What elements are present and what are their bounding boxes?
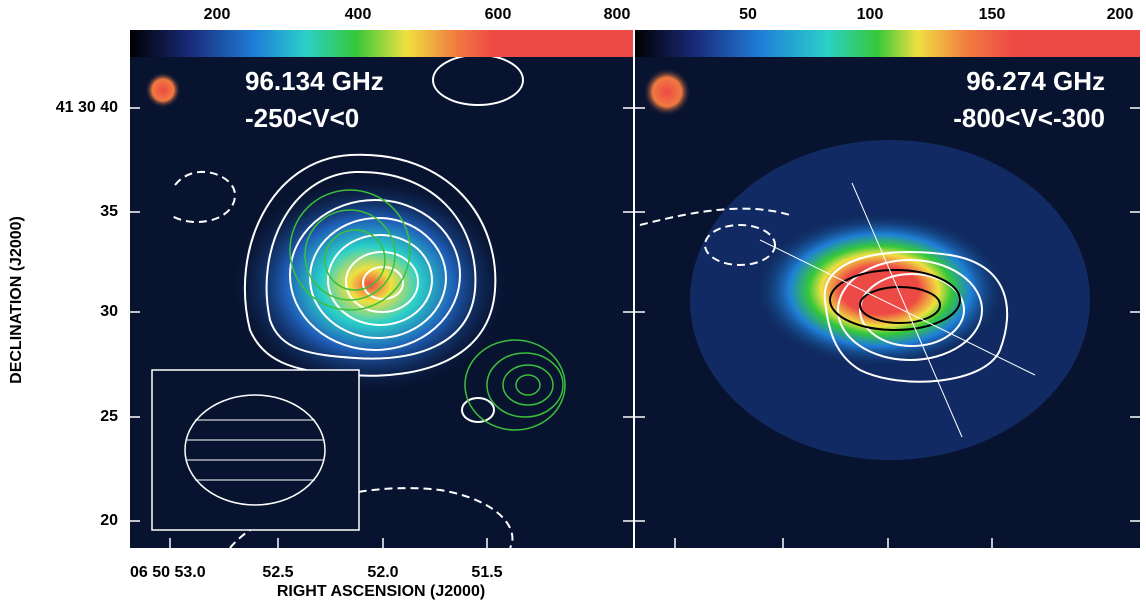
x-tick-label: 52.5 <box>262 564 293 581</box>
velocity-label: -800<V<-300 <box>953 103 1105 133</box>
colorbar-tick-label: 800 <box>604 6 631 23</box>
colorbar-tick-label: 50 <box>739 6 757 23</box>
y-tick-label: 30 <box>100 303 118 320</box>
x-tick-label: 51.5 <box>471 564 502 581</box>
left-image <box>130 57 633 548</box>
colorbar-tick-label: 400 <box>345 6 372 23</box>
line-label: 96.274 GHz <box>966 66 1105 96</box>
y-axis-title: DECLINATION (J2000) <box>8 216 25 384</box>
colorbar-tick-label: 100 <box>857 6 884 23</box>
y-tick-label: 20 <box>100 512 118 529</box>
line-label: 96.134 GHz <box>245 66 384 96</box>
velocity-label: -250<V<0 <box>245 103 359 133</box>
colorbar <box>635 30 1140 57</box>
colorbar <box>130 30 633 57</box>
y-tick-label: 25 <box>100 408 118 425</box>
colorbar-tick-label: 600 <box>485 6 512 23</box>
colorbar-tick-label: 200 <box>1107 6 1134 23</box>
colorbar-tick-label: 150 <box>979 6 1006 23</box>
x-tick-label: 52.0 <box>367 564 398 581</box>
x-tick-label: 06 50 53.0 <box>130 564 206 581</box>
x-axis-title: RIGHT ASCENSION (J2000) <box>277 583 485 600</box>
y-tick-label: 35 <box>100 203 118 220</box>
right-image <box>635 57 1140 548</box>
y-tick-label: 41 30 40 <box>56 99 118 116</box>
colorbar-tick-label: 200 <box>204 6 231 23</box>
